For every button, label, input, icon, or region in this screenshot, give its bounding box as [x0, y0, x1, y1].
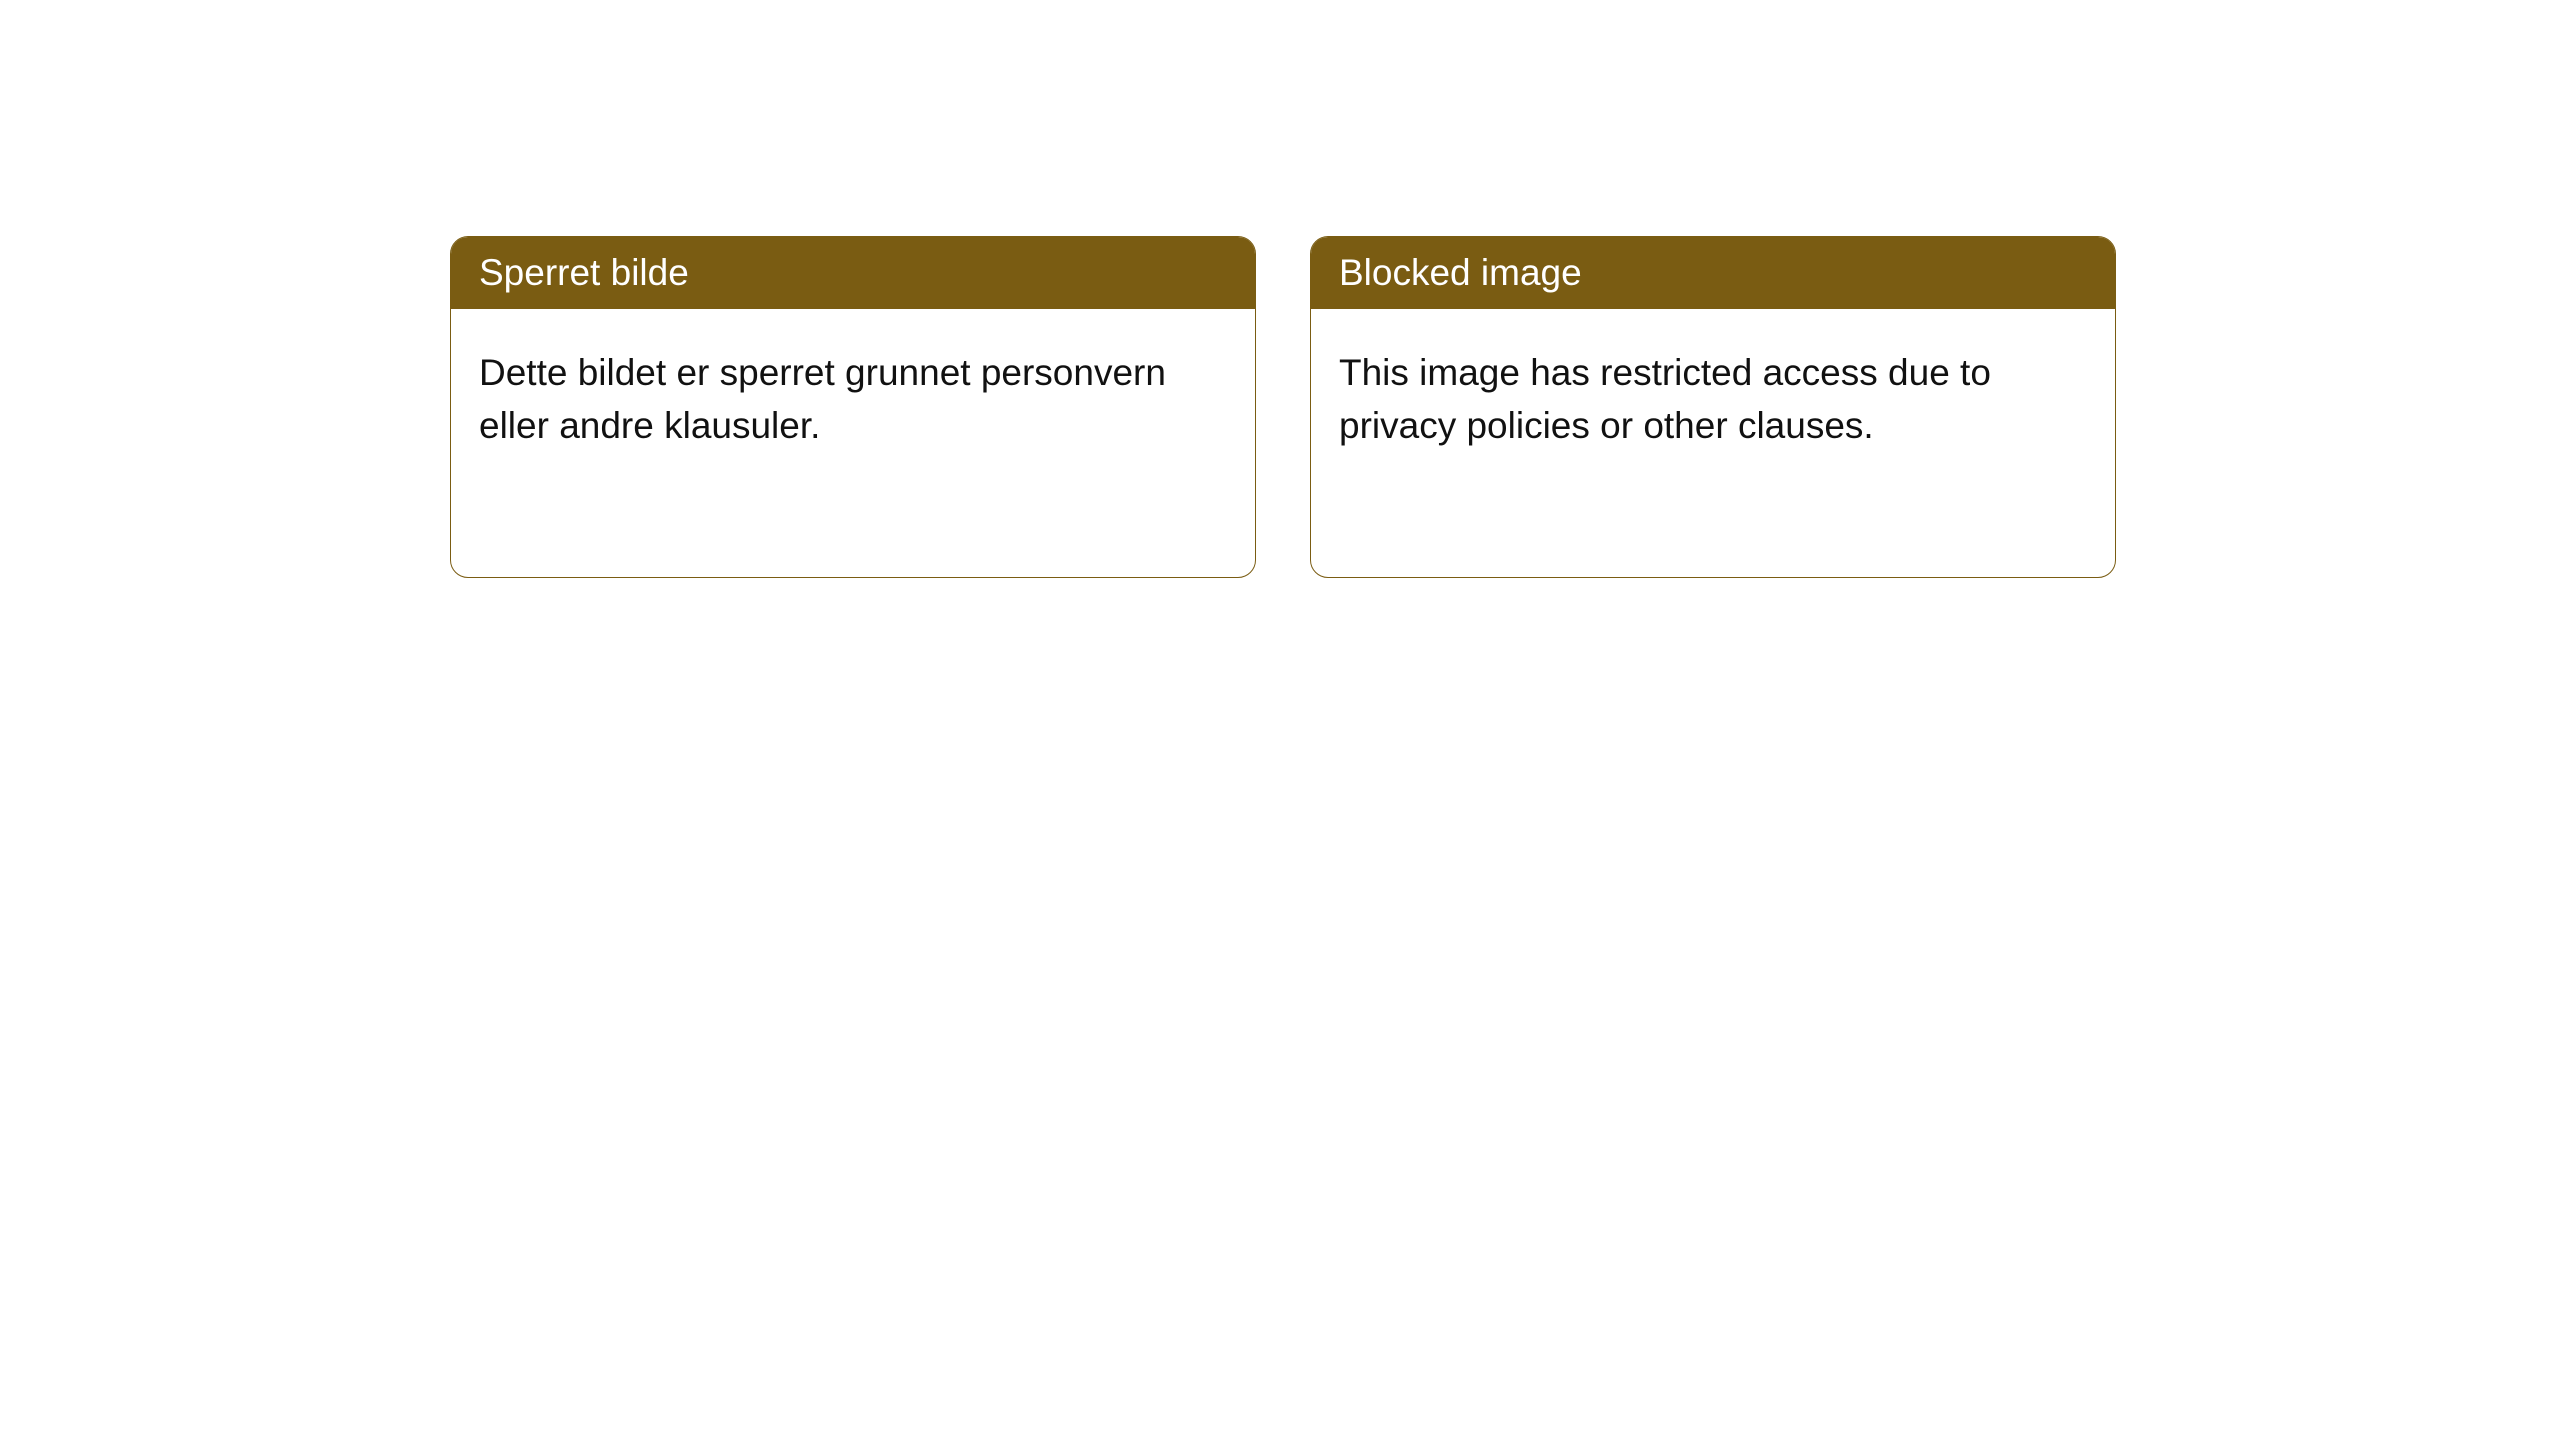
card-title: Sperret bilde [479, 252, 689, 293]
card-header: Sperret bilde [451, 237, 1255, 309]
card-message: Dette bildet er sperret grunnet personve… [479, 347, 1227, 452]
notice-container: Sperret bilde Dette bildet er sperret gr… [0, 0, 2560, 578]
blocked-image-card-en: Blocked image This image has restricted … [1310, 236, 2116, 578]
card-message: This image has restricted access due to … [1339, 347, 2087, 452]
blocked-image-card-no: Sperret bilde Dette bildet er sperret gr… [450, 236, 1256, 578]
card-title: Blocked image [1339, 252, 1582, 293]
card-body: This image has restricted access due to … [1311, 309, 2115, 577]
card-header: Blocked image [1311, 237, 2115, 309]
card-body: Dette bildet er sperret grunnet personve… [451, 309, 1255, 577]
